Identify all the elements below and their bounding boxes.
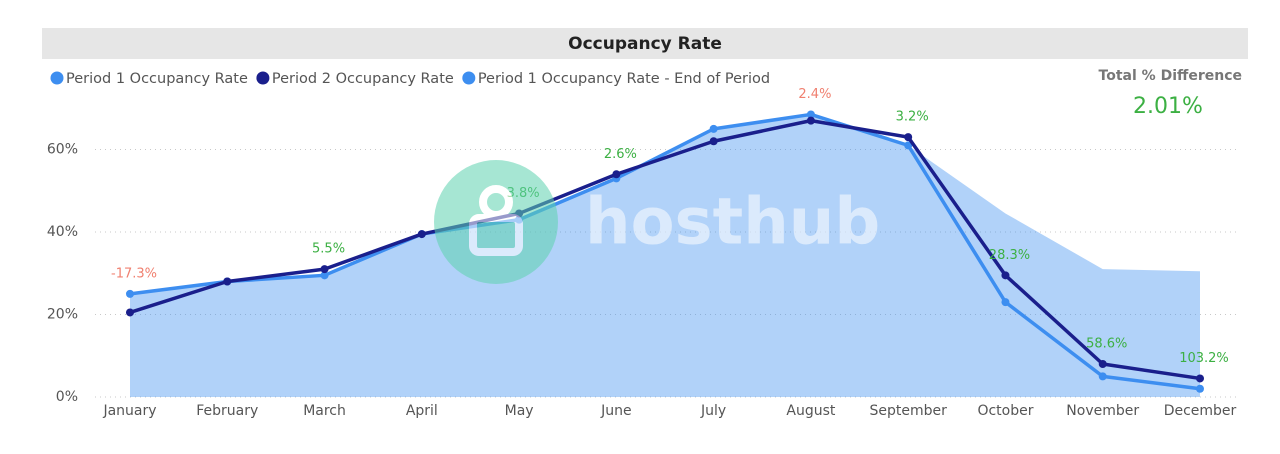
x-tick-label: October bbox=[977, 403, 1033, 419]
plot-area: 0% 20% 40% 60% January February March April May J… bbox=[47, 87, 1240, 419]
data-label: 2.4% bbox=[798, 87, 831, 102]
x-tick-label: November bbox=[1066, 403, 1139, 419]
kpi-title: Total % Difference bbox=[1099, 68, 1242, 84]
legend-label: Period 2 Occupancy Rate bbox=[272, 71, 454, 87]
kpi-value: 2.01% bbox=[1133, 94, 1203, 119]
marker bbox=[806, 110, 815, 119]
x-tick-label: December bbox=[1164, 403, 1237, 419]
y-tick-label: 60% bbox=[47, 142, 78, 158]
data-label: 2.6% bbox=[604, 147, 637, 162]
x-tick-label: August bbox=[786, 403, 836, 419]
data-label: 103.2% bbox=[1179, 351, 1229, 366]
title-bar bbox=[42, 28, 1248, 59]
x-tick-label: January bbox=[102, 403, 156, 419]
chart-title: Occupancy Rate bbox=[568, 34, 722, 54]
marker bbox=[126, 308, 134, 317]
data-label: 3.2% bbox=[896, 110, 929, 125]
legend-marker bbox=[50, 71, 64, 85]
watermark: hosthub bbox=[434, 160, 880, 284]
legend-marker bbox=[256, 71, 270, 85]
x-tick-label: July bbox=[700, 403, 726, 419]
line bbox=[129, 112, 1201, 391]
data-label: -17.3% bbox=[111, 266, 157, 281]
marker bbox=[1001, 271, 1010, 280]
data-label: 58.6% bbox=[1086, 337, 1127, 352]
x-tick-label: March bbox=[303, 403, 346, 419]
marker bbox=[126, 289, 134, 298]
x-tick-label: May bbox=[505, 403, 534, 419]
watermark-text: hosthub bbox=[585, 186, 880, 260]
marker bbox=[1196, 374, 1204, 383]
marker bbox=[223, 277, 232, 286]
watermark-logo-body bbox=[469, 214, 523, 256]
marker bbox=[709, 137, 718, 146]
marker bbox=[806, 116, 815, 125]
x-tick-label: April bbox=[406, 403, 438, 419]
data-label: 28.3% bbox=[989, 248, 1030, 263]
y-tick-label: 0% bbox=[56, 389, 78, 405]
marker bbox=[1098, 372, 1107, 381]
x-tick-label: June bbox=[600, 403, 632, 419]
marker bbox=[320, 271, 329, 280]
y-tick-label: 40% bbox=[47, 224, 78, 240]
marker bbox=[320, 265, 329, 274]
x-tick-label: February bbox=[196, 403, 258, 419]
line bbox=[129, 118, 1201, 381]
legend-label: Period 1 Occupancy Rate bbox=[66, 71, 248, 87]
marker bbox=[1098, 360, 1107, 368]
marker bbox=[904, 133, 913, 142]
x-tick-label: September bbox=[869, 403, 947, 419]
marker bbox=[904, 141, 913, 150]
marker bbox=[612, 170, 621, 179]
legend: Period 1 Occupancy Rate Period 2 Occupanc… bbox=[50, 71, 770, 87]
legend-marker bbox=[462, 71, 476, 85]
marker bbox=[1196, 384, 1204, 393]
marker bbox=[1001, 298, 1010, 307]
marker bbox=[709, 124, 718, 133]
y-tick-label: 20% bbox=[47, 307, 78, 323]
data-label: 5.5% bbox=[312, 242, 345, 257]
legend-label: Period 1 Occupancy Rate - End of Period bbox=[478, 71, 770, 87]
marker bbox=[417, 230, 426, 239]
